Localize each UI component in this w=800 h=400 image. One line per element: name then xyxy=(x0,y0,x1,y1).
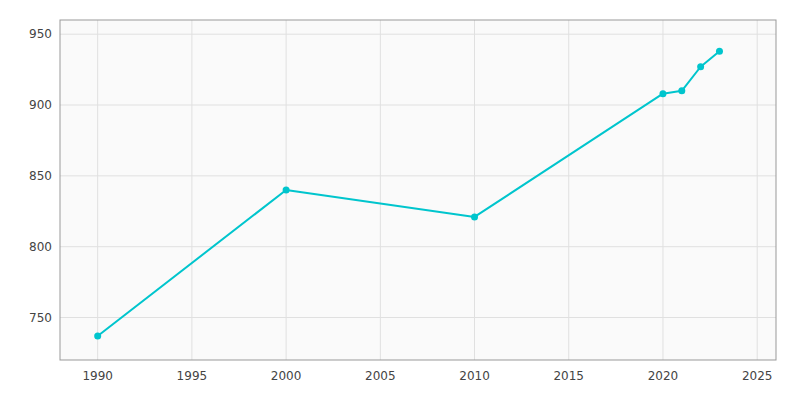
chart-container: 1990 1995 2000 2005 2010 2015 2020 2025 750 800 85… xyxy=(0,0,800,400)
grid xyxy=(60,20,776,360)
plot-background xyxy=(60,20,776,360)
chart-svg: 1990 1995 2000 2005 2010 2015 2020 2025 750 800 85… xyxy=(0,0,800,400)
x-tick-label: 2020 xyxy=(648,369,679,383)
point xyxy=(94,332,101,339)
grid-line-y xyxy=(60,175,776,176)
axes: 1990 1995 2000 2005 2010 2015 2020 2025 750 800 85… xyxy=(29,27,772,383)
grid-line-y xyxy=(60,34,776,35)
x-tick-label: 1990 xyxy=(82,369,113,383)
x-tick-label: 2025 xyxy=(742,369,773,383)
point xyxy=(471,213,478,220)
grid-line-x xyxy=(474,20,475,360)
series xyxy=(94,48,723,340)
grid-line-y xyxy=(60,105,776,106)
y-tick-label: 800 xyxy=(29,240,52,254)
line xyxy=(98,51,720,336)
x-tick-label: 1995 xyxy=(177,369,208,383)
point xyxy=(283,187,290,194)
point xyxy=(659,90,666,97)
grid-line-x xyxy=(380,20,381,360)
grid-line-x xyxy=(97,20,98,360)
y-tick-label: 850 xyxy=(29,169,52,183)
grid-line-y xyxy=(60,246,776,247)
y-tick-label: 750 xyxy=(29,311,52,325)
point xyxy=(697,63,704,70)
x-tick-label: 2015 xyxy=(553,369,584,383)
x-tick-label: 2000 xyxy=(271,369,302,383)
y-tick-label: 950 xyxy=(29,27,52,41)
point xyxy=(716,48,723,55)
grid-line-y xyxy=(60,317,776,318)
x-tick-label: 2005 xyxy=(365,369,396,383)
y-tick-label: 900 xyxy=(29,98,52,112)
plot-frame xyxy=(60,20,776,360)
grid-line-x xyxy=(191,20,192,360)
x-tick-label: 2010 xyxy=(459,369,490,383)
grid-line-x xyxy=(757,20,758,360)
point xyxy=(678,87,685,94)
grid-line-x xyxy=(662,20,663,360)
grid-line-x xyxy=(568,20,569,360)
